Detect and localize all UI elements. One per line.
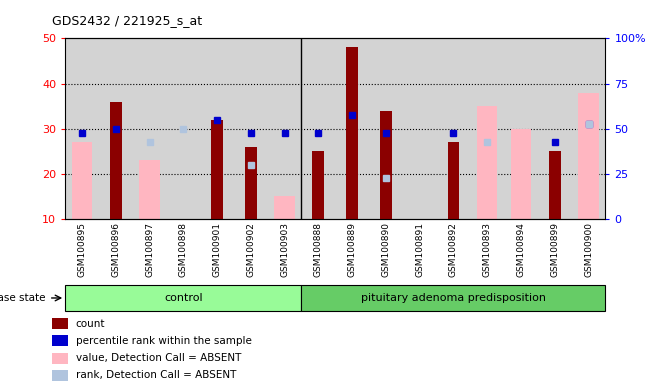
Bar: [52, 335, 68, 346]
Bar: [447, 142, 460, 219]
Bar: [346, 47, 358, 219]
Bar: [312, 151, 324, 219]
Bar: [245, 147, 256, 219]
Bar: [578, 93, 599, 219]
Text: GDS2432 / 221925_s_at: GDS2432 / 221925_s_at: [52, 14, 202, 27]
Bar: [65, 285, 301, 311]
Bar: [211, 120, 223, 219]
Text: disease state: disease state: [0, 293, 46, 303]
Bar: [139, 160, 159, 219]
Bar: [549, 151, 561, 219]
Bar: [301, 285, 605, 311]
Bar: [72, 142, 92, 219]
Bar: [380, 111, 392, 219]
Bar: [511, 129, 531, 219]
Bar: [52, 353, 68, 364]
Text: control: control: [164, 293, 202, 303]
Text: pituitary adenoma predisposition: pituitary adenoma predisposition: [361, 293, 546, 303]
Bar: [110, 101, 122, 219]
Bar: [275, 196, 295, 219]
Bar: [477, 106, 497, 219]
Text: value, Detection Call = ABSENT: value, Detection Call = ABSENT: [76, 353, 241, 363]
Bar: [52, 318, 68, 329]
Text: count: count: [76, 318, 105, 329]
Text: percentile rank within the sample: percentile rank within the sample: [76, 336, 251, 346]
Bar: [52, 370, 68, 381]
Text: rank, Detection Call = ABSENT: rank, Detection Call = ABSENT: [76, 370, 236, 381]
